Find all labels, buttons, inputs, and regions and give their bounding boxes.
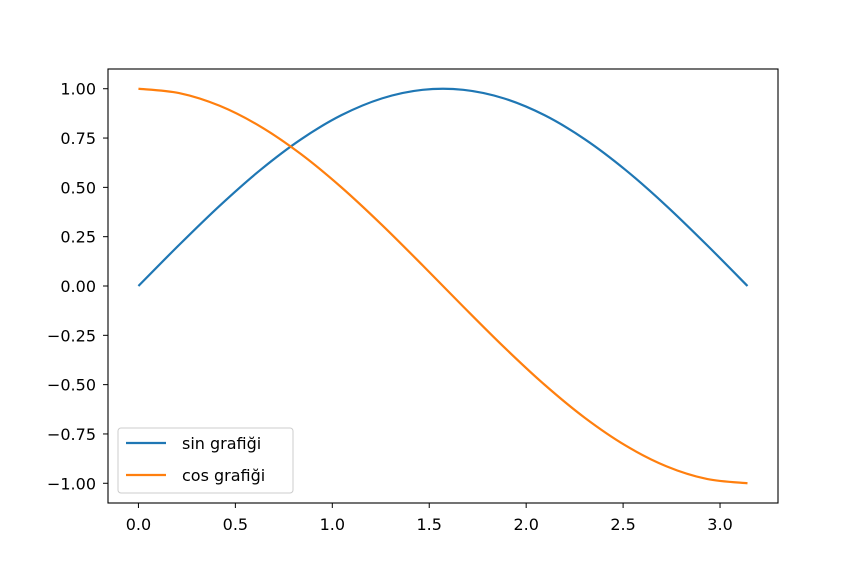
x-tick-label: 1.0: [320, 515, 345, 534]
y-tick-label: 1.00: [60, 80, 96, 99]
x-tick-label: 2.0: [513, 515, 538, 534]
x-tick-label: 1.5: [417, 515, 442, 534]
y-tick-label: −0.50: [47, 376, 96, 395]
x-axis-ticks: 0.0 0.5 1.0 1.5 2.0 2.5 3.0: [126, 503, 733, 534]
x-tick-label: 3.0: [707, 515, 732, 534]
y-tick-label: −0.75: [47, 425, 96, 444]
series-layer: [137, 87, 749, 485]
x-tick-label: 0.5: [223, 515, 248, 534]
series-line-cos: [138, 87, 748, 485]
y-tick-label: 0.75: [60, 129, 96, 148]
y-tick-label: 0.00: [60, 277, 96, 296]
legend-label-cos: cos grafiği: [182, 466, 265, 485]
y-tick-label: −0.25: [47, 326, 96, 345]
y-tick-label: −1.00: [47, 474, 96, 493]
series-line-sin: [137, 87, 749, 287]
legend-label-sin: sin grafiği: [182, 434, 261, 453]
legend-box: [117, 427, 294, 494]
x-tick-label: 2.5: [610, 515, 635, 534]
x-tick-label: 0.0: [126, 515, 151, 534]
y-axis-ticks: 1.00 0.75 0.50 0.25 0.00 −0.25 −0.50 −0.75 −1.00: [47, 80, 108, 493]
legend: sin grafiği cos grafiği: [117, 427, 294, 494]
plot-frame: [107, 68, 779, 504]
y-tick-label: 0.50: [60, 178, 96, 197]
y-tick-label: 0.25: [60, 228, 96, 247]
